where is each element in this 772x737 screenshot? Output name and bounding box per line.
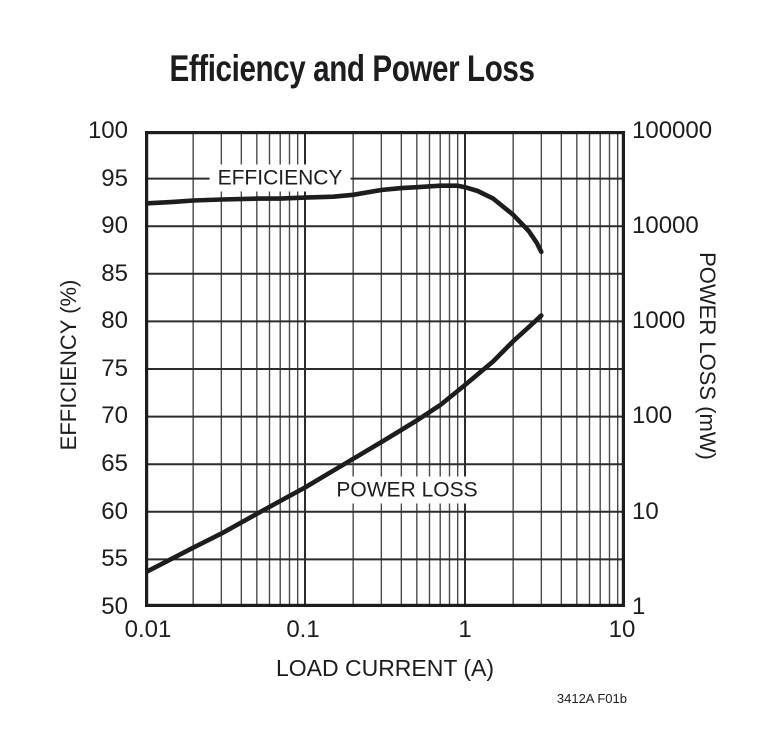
power-loss-curve <box>145 313 544 575</box>
chart-title: Efficiency and Power Loss <box>169 48 535 89</box>
x-tick: 10 <box>608 616 636 643</box>
figure-number: 3412A F01b <box>556 691 627 706</box>
y-left-tick: 50 <box>101 592 128 620</box>
y-left-tick: 75 <box>101 354 128 382</box>
y-left-tick: 70 <box>101 402 128 430</box>
power-loss-curve-label: POWER LOSS <box>328 476 486 504</box>
y-right-tick: 100 <box>632 402 673 430</box>
y-right-tick: 1 <box>632 592 646 620</box>
y-right-axis-title: POWER LOSS (mW) <box>695 252 720 460</box>
y-left-tick: 80 <box>101 307 128 335</box>
y-left-axis-title: EFFICIENCY (%) <box>56 279 81 451</box>
y-right-tick: 10000 <box>632 212 699 240</box>
y-left-tick: 85 <box>101 259 128 287</box>
y-left-tick: 55 <box>101 545 128 573</box>
y-right-tick: 10 <box>632 497 659 525</box>
y-right-tick: 1000 <box>632 307 686 335</box>
efficiency-curve-label: EFFICIENCY <box>209 164 351 192</box>
plot-canvas <box>145 131 625 607</box>
y-left-tick: 90 <box>101 212 128 240</box>
y-right-tick: 100000 <box>632 117 713 144</box>
x-tick: 0.1 <box>286 616 320 643</box>
y-left-tick: 100 <box>87 117 128 144</box>
plot-frame <box>145 131 625 607</box>
y-left-tick: 95 <box>101 164 128 192</box>
y-left-tick: 65 <box>101 450 128 477</box>
x-axis-title: LOAD CURRENT (A) <box>275 655 495 681</box>
efficiency-curve <box>145 183 544 255</box>
x-tick: 1 <box>458 616 472 643</box>
y-left-tick: 60 <box>101 497 128 525</box>
x-tick: 0.01 <box>124 616 172 643</box>
